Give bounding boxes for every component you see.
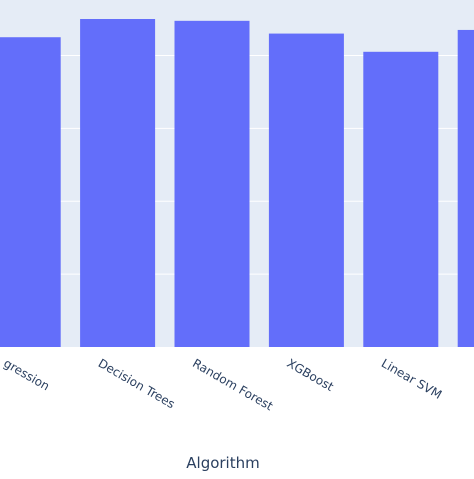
bar-2 <box>174 20 250 347</box>
bar-1 <box>80 19 156 347</box>
x-tick-label-4: Linear SVM <box>379 356 444 402</box>
x-tick-label-1: Decision Trees <box>96 356 178 411</box>
bar-3 <box>268 33 344 347</box>
x-axis-title: Algorithm <box>186 454 259 472</box>
bar-4 <box>363 51 439 348</box>
x-tick-label-3: XGBoost <box>285 356 337 394</box>
bar-5 <box>457 29 474 348</box>
x-tick-label-0: gression <box>1 356 52 393</box>
bar-0 <box>0 37 61 347</box>
x-tick-label-2: Random Forest <box>190 356 275 413</box>
bars <box>0 19 474 348</box>
x-tick-labels: gression Decision Trees Random Forest XGBoo… <box>1 356 474 413</box>
